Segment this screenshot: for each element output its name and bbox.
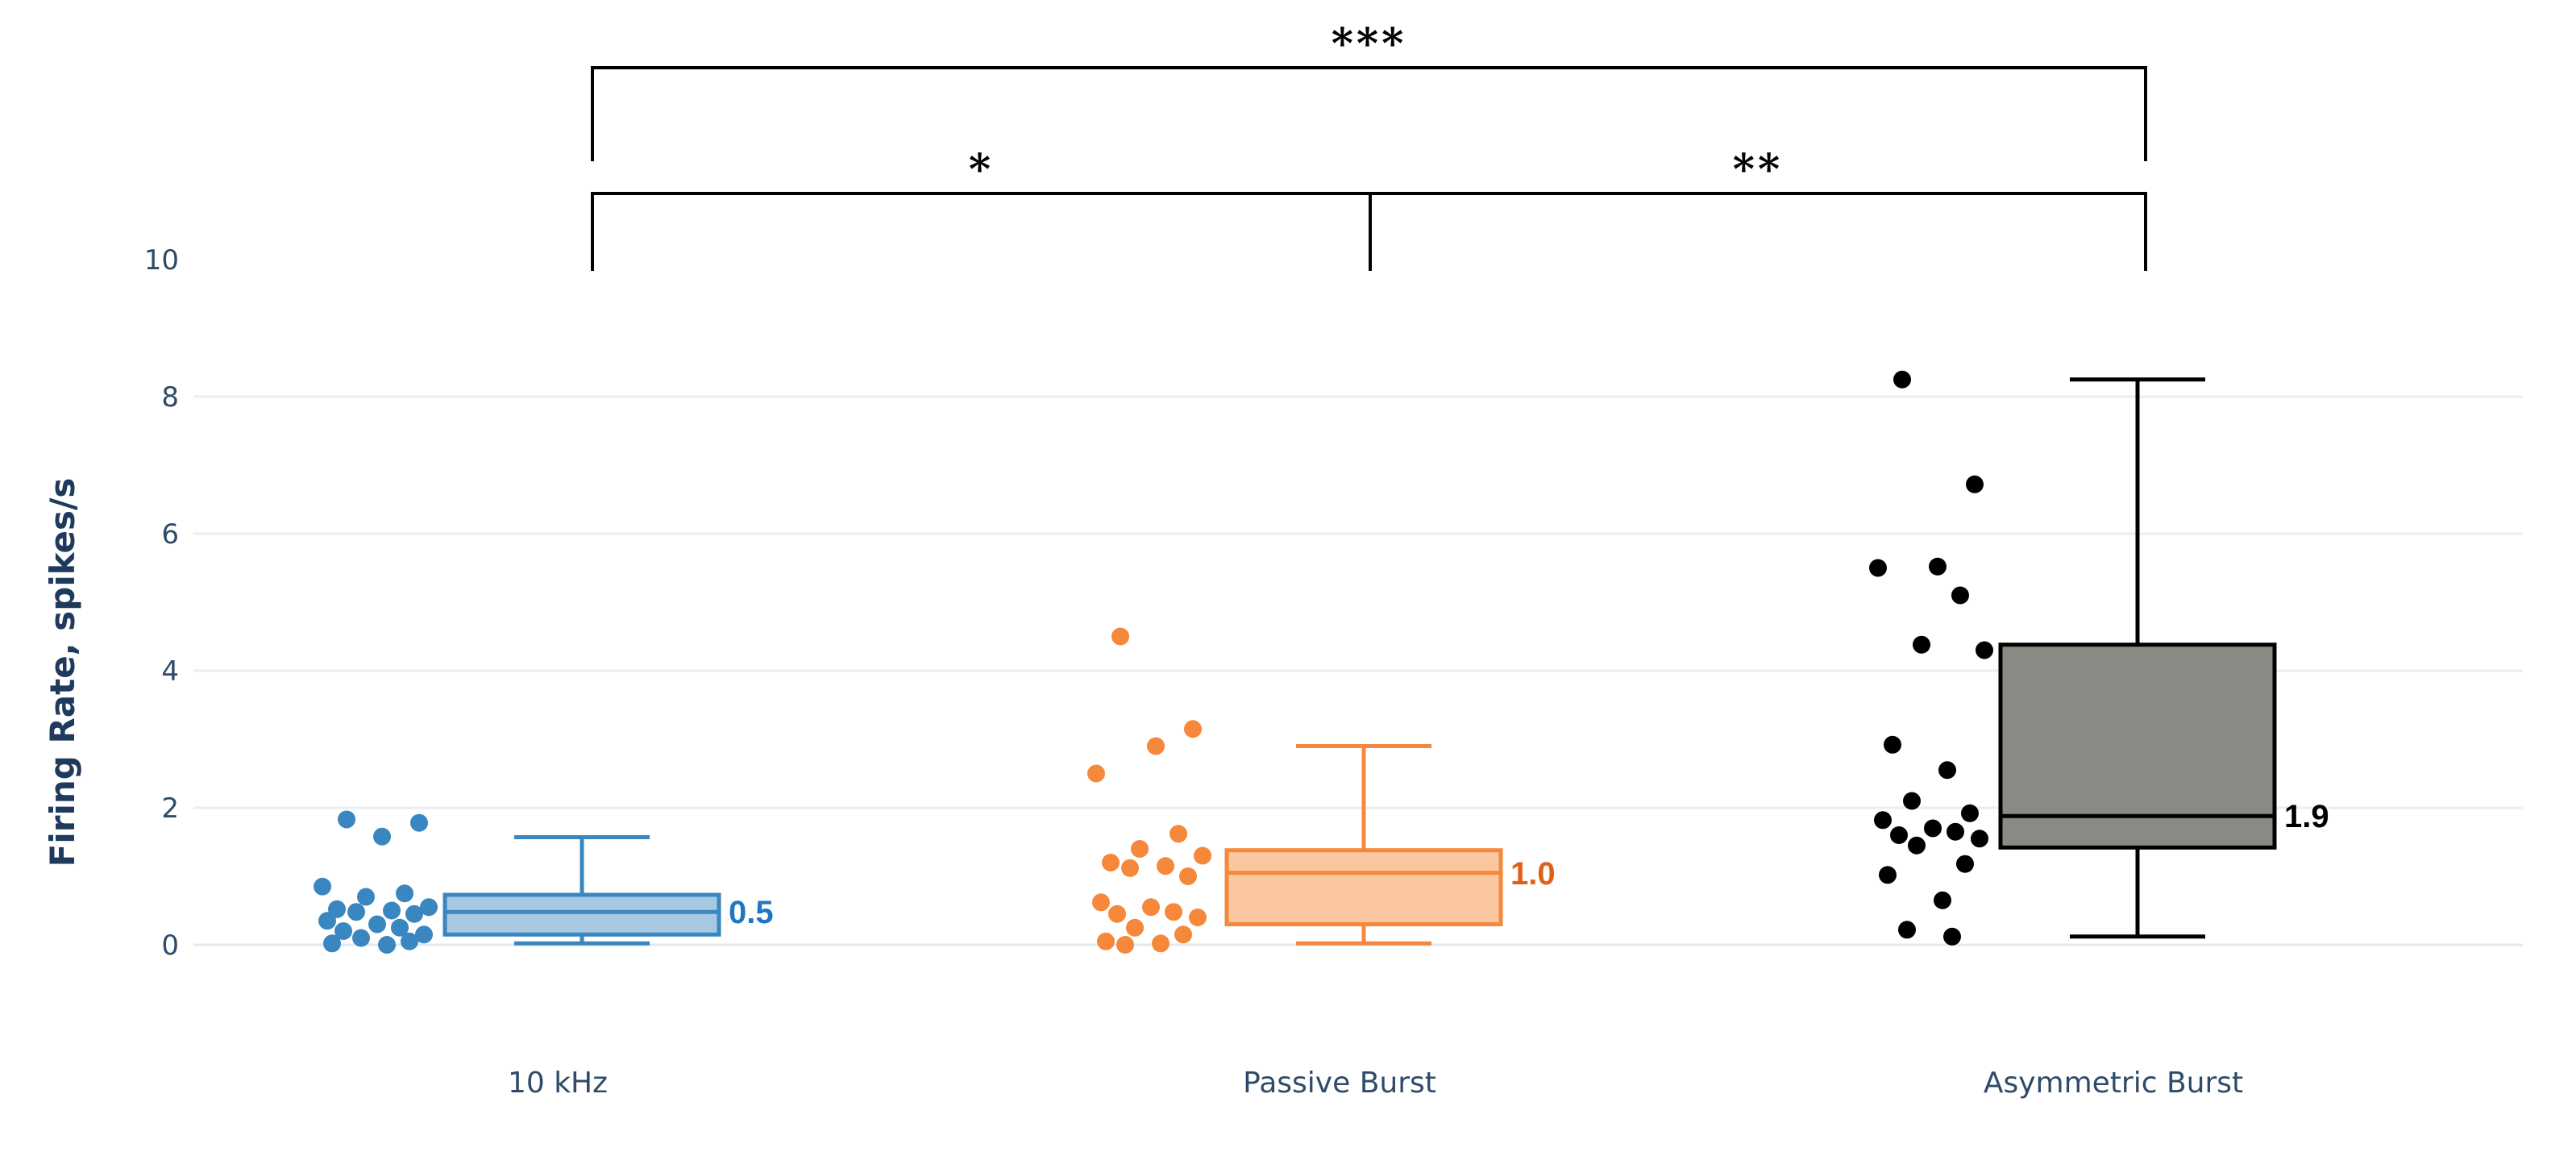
data-point [383, 901, 401, 920]
median-label: 1.0 [1510, 856, 1556, 892]
data-point [1179, 867, 1197, 885]
median-labels: 0.5 1.0 1.9 [729, 799, 2329, 930]
data-point [1898, 921, 1916, 939]
data-point [1152, 934, 1170, 953]
median-label: 1.9 [2284, 799, 2329, 834]
data-point [373, 827, 391, 846]
data-point [1097, 932, 1115, 950]
data-point [1157, 857, 1174, 875]
data-point [1131, 840, 1149, 858]
data-point [1165, 903, 1182, 921]
data-point [1142, 898, 1160, 917]
y-axis-label: Firing Rate, spikes/s [43, 478, 82, 867]
data-point [415, 925, 433, 944]
data-point [378, 936, 396, 954]
data-point [1913, 635, 1930, 654]
data-point [357, 888, 375, 906]
data-point [1147, 737, 1165, 755]
data-point [1121, 859, 1139, 877]
data-point [1903, 792, 1921, 810]
significance-brackets: **** ** [591, 19, 2147, 271]
significance-bracket [591, 66, 2147, 161]
data-point [1111, 627, 1129, 646]
data-point [334, 922, 352, 940]
data-points [314, 370, 1993, 954]
data-point [368, 915, 386, 934]
data-point [391, 918, 409, 937]
data-point [1956, 855, 1974, 873]
data-point [1938, 761, 1956, 780]
y-tick-label: 10 [144, 244, 179, 277]
data-point [1884, 735, 1901, 754]
significance-stars: * [969, 145, 994, 194]
data-point [396, 884, 413, 903]
data-point [1170, 825, 1187, 843]
box-iqr [1998, 643, 2277, 850]
data-point [323, 934, 341, 953]
data-point [328, 900, 346, 918]
y-tick-label: 4 [161, 655, 179, 688]
data-point [1966, 475, 1984, 493]
data-point [1116, 936, 1134, 954]
x-tick-label: Passive Burst [1243, 1067, 1436, 1100]
data-point [338, 810, 355, 829]
data-point [1943, 927, 1961, 946]
data-point [401, 932, 418, 950]
data-point [1976, 641, 1993, 659]
significance-stars: ** [1733, 145, 1783, 194]
data-point [347, 903, 365, 921]
data-point [1924, 819, 1942, 838]
significance-bracket [1369, 192, 2147, 271]
data-point [1961, 804, 1979, 822]
data-point [410, 813, 428, 832]
x-tick-label: Asymmetric Burst [1984, 1067, 2243, 1100]
data-point [1184, 720, 1202, 738]
data-point [1874, 811, 1892, 830]
y-tick-label: 8 [161, 381, 179, 414]
x-tick-label: 10 kHz [508, 1067, 608, 1100]
data-point [1890, 826, 1908, 844]
data-point [1971, 830, 1988, 848]
data-point [1092, 893, 1110, 912]
significance-stars: *** [1332, 19, 1407, 69]
data-point [1929, 557, 1947, 576]
data-point [1126, 918, 1144, 937]
data-point [314, 877, 331, 896]
data-point [1189, 909, 1207, 926]
data-point [1174, 925, 1192, 944]
data-point [420, 898, 438, 917]
data-point [1893, 370, 1911, 389]
boxes [442, 377, 2277, 946]
data-point [1108, 905, 1126, 923]
data-point [1934, 891, 1951, 909]
data-point [318, 912, 336, 930]
significance-bracket [591, 192, 1372, 271]
x-axis-ticks: 10 kHz Passive Burst Asymmetric Burst [508, 1067, 2243, 1100]
data-point [1194, 846, 1211, 865]
box-iqr [442, 892, 721, 937]
box-iqr [1224, 848, 1503, 926]
data-point [352, 929, 370, 947]
data-point [1947, 822, 1964, 841]
data-point [1951, 586, 1969, 605]
median-label: 0.5 [729, 895, 774, 930]
y-tick-label: 6 [161, 518, 179, 551]
y-axis-ticks: 0 2 4 6 8 10 [144, 244, 179, 962]
data-point [1879, 866, 1897, 884]
data-point [1908, 836, 1926, 855]
data-point [1869, 559, 1887, 577]
y-tick-label: 0 [161, 930, 179, 962]
data-point [1087, 764, 1105, 783]
y-tick-label: 2 [161, 792, 179, 825]
data-point [1102, 854, 1120, 871]
data-point [405, 905, 423, 923]
